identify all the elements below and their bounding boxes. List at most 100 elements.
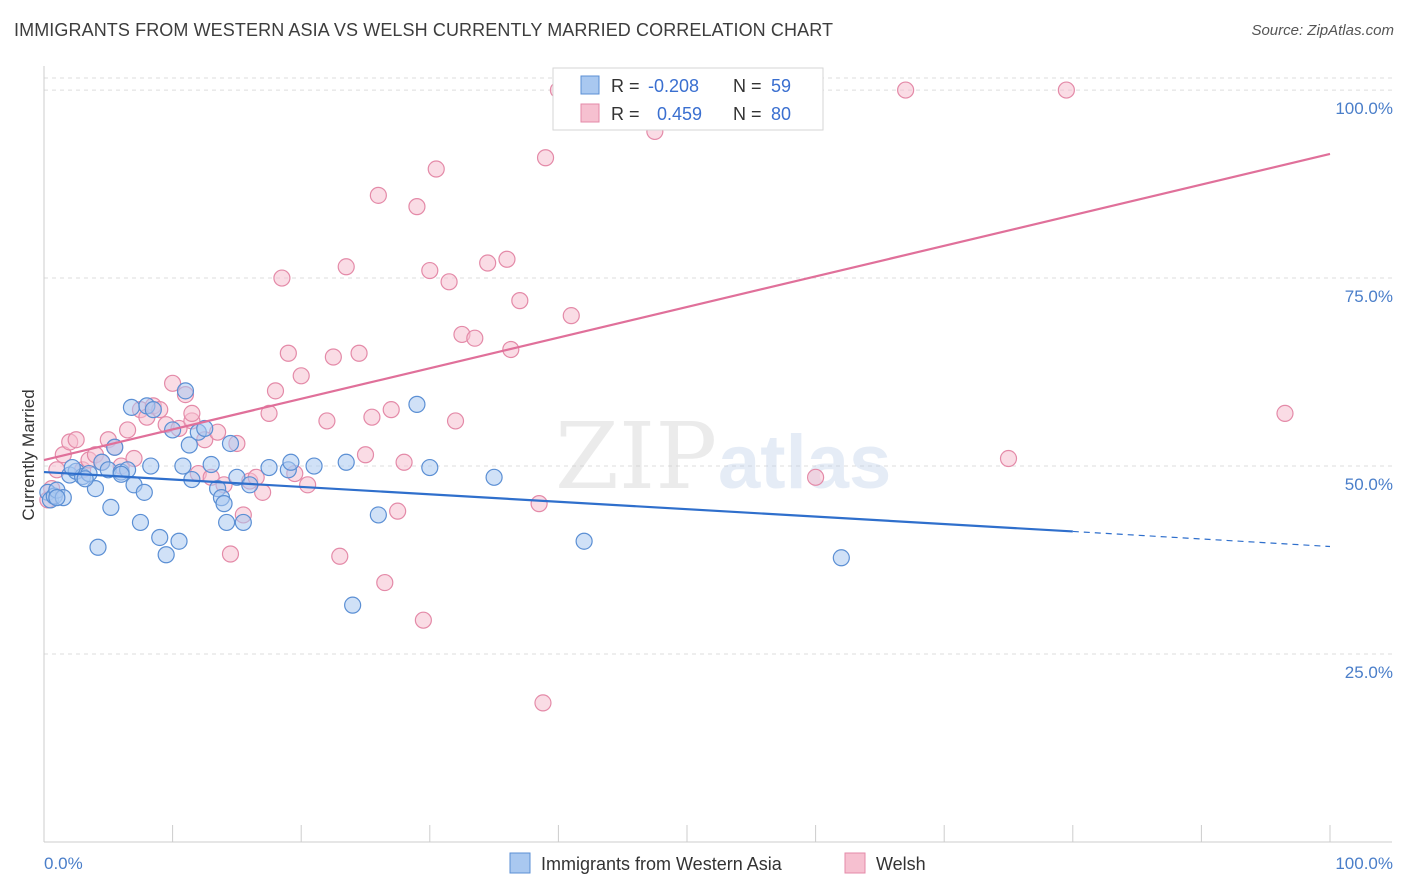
chart-title: IMMIGRANTS FROM WESTERN ASIA VS WELSH CU…	[14, 20, 834, 40]
western-asia-point	[260, 458, 278, 477]
welsh-point	[183, 404, 201, 423]
welsh-point	[376, 573, 394, 592]
western-asia-point	[218, 513, 236, 532]
stats-r-value-pink: 0.459	[657, 104, 702, 124]
western-asia-point	[221, 434, 240, 453]
watermark: ZIP atlas	[555, 403, 891, 510]
welsh-point	[356, 446, 375, 464]
western-asia-point	[234, 513, 252, 532]
welsh-point	[466, 329, 484, 347]
western-asia-point	[196, 419, 214, 438]
welsh-point	[350, 344, 368, 362]
western-asia-point	[63, 458, 81, 477]
legend-label-pink: Welsh	[876, 854, 926, 874]
welsh-point	[446, 412, 465, 430]
legend-swatch-blue	[509, 852, 531, 874]
legend-label-blue: Immigrants from Western Asia	[541, 854, 783, 874]
welsh-point	[498, 250, 516, 268]
western-asia-point	[228, 468, 246, 486]
western-asia-point	[485, 468, 503, 486]
western-asia-point	[122, 398, 141, 416]
western-asia-point	[112, 465, 130, 483]
welsh-point	[266, 382, 285, 400]
welsh-point	[395, 453, 413, 471]
welsh-point	[318, 412, 336, 430]
stats-box: R = -0.208 N = 59 R = 0.459 N = 80	[552, 67, 824, 131]
western-asia-point	[176, 382, 195, 400]
welsh-point	[221, 545, 240, 563]
western-asia-points	[39, 382, 850, 614]
welsh-point	[292, 367, 310, 385]
axes	[43, 66, 1392, 843]
western-asia-point	[282, 453, 300, 471]
welsh-point	[1276, 404, 1294, 423]
stats-swatch-pink	[580, 103, 600, 123]
western-asia-point	[48, 489, 66, 507]
welsh-point	[324, 348, 342, 366]
gridlines	[44, 77, 1392, 655]
welsh-point	[299, 476, 317, 494]
stats-n-label-blue: N =	[733, 76, 762, 96]
y-tick-label: 100.0%	[1335, 99, 1393, 118]
welsh-point	[511, 292, 529, 310]
welsh-point	[897, 81, 915, 99]
stats-n-label-pink: N =	[733, 104, 762, 124]
y-axis-label: Currently Married	[19, 389, 38, 520]
western-asia-point	[151, 528, 169, 547]
western-asia-point	[215, 495, 233, 513]
watermark-atlas: atlas	[718, 420, 891, 505]
western-asia-point	[344, 596, 362, 614]
welsh-trend-line	[43, 152, 1331, 462]
welsh-point	[536, 149, 555, 167]
stats-swatch-blue	[580, 75, 600, 95]
welsh-point	[118, 421, 137, 439]
western-asia-point	[174, 457, 192, 475]
stats-r-label-pink: R =	[611, 104, 640, 124]
welsh-point	[1057, 81, 1075, 99]
welsh-point	[427, 160, 445, 178]
welsh-point	[279, 344, 297, 362]
western-asia-point	[142, 457, 160, 475]
western-asia-point	[102, 498, 120, 516]
stats-n-value-pink: 80	[771, 104, 791, 124]
y-tick-label: 50.0%	[1345, 475, 1393, 494]
western-asia-point	[408, 395, 426, 413]
welsh-point	[273, 269, 291, 287]
western-asia-point	[305, 457, 323, 475]
welsh-point	[534, 694, 552, 712]
welsh-point	[421, 261, 439, 280]
y-tick-labels: 25.0% 50.0% 75.0% 100.0%	[1335, 99, 1393, 682]
welsh-point	[67, 431, 85, 449]
western-asia-point	[421, 458, 439, 477]
legend: Immigrants from Western Asia Welsh	[509, 852, 926, 874]
x-tick-label-start: 0.0%	[44, 854, 83, 873]
welsh-point	[530, 495, 548, 513]
y-tick-label: 75.0%	[1345, 287, 1393, 306]
western-asia-point	[180, 436, 198, 454]
x-tick-label-end: 100.0%	[1335, 854, 1393, 873]
welsh-point	[562, 307, 580, 325]
western-asia-point	[89, 538, 107, 556]
western-asia-point	[575, 532, 593, 550]
welsh-point	[999, 449, 1018, 468]
western-asia-point	[369, 506, 387, 524]
welsh-point	[440, 273, 458, 291]
western-asia-point	[131, 513, 150, 532]
source-label: Source: ZipAtlas.com	[1251, 22, 1394, 39]
welsh-point	[479, 254, 497, 272]
western-asia-point	[337, 453, 355, 471]
welsh-point	[369, 186, 387, 204]
western-asia-point	[135, 483, 153, 501]
watermark-zip: ZIP	[555, 403, 717, 510]
stats-r-label-blue: R =	[611, 76, 640, 96]
western-asia-point	[832, 549, 850, 567]
welsh-point	[414, 611, 432, 629]
x-tick-labels: 0.0% 100.0%	[44, 854, 1393, 873]
western-asia-point	[157, 546, 175, 564]
western-asia-point	[170, 532, 188, 550]
welsh-point	[331, 547, 349, 565]
western-asia-point	[202, 455, 220, 474]
welsh-point	[806, 468, 825, 486]
welsh-point	[389, 502, 407, 520]
